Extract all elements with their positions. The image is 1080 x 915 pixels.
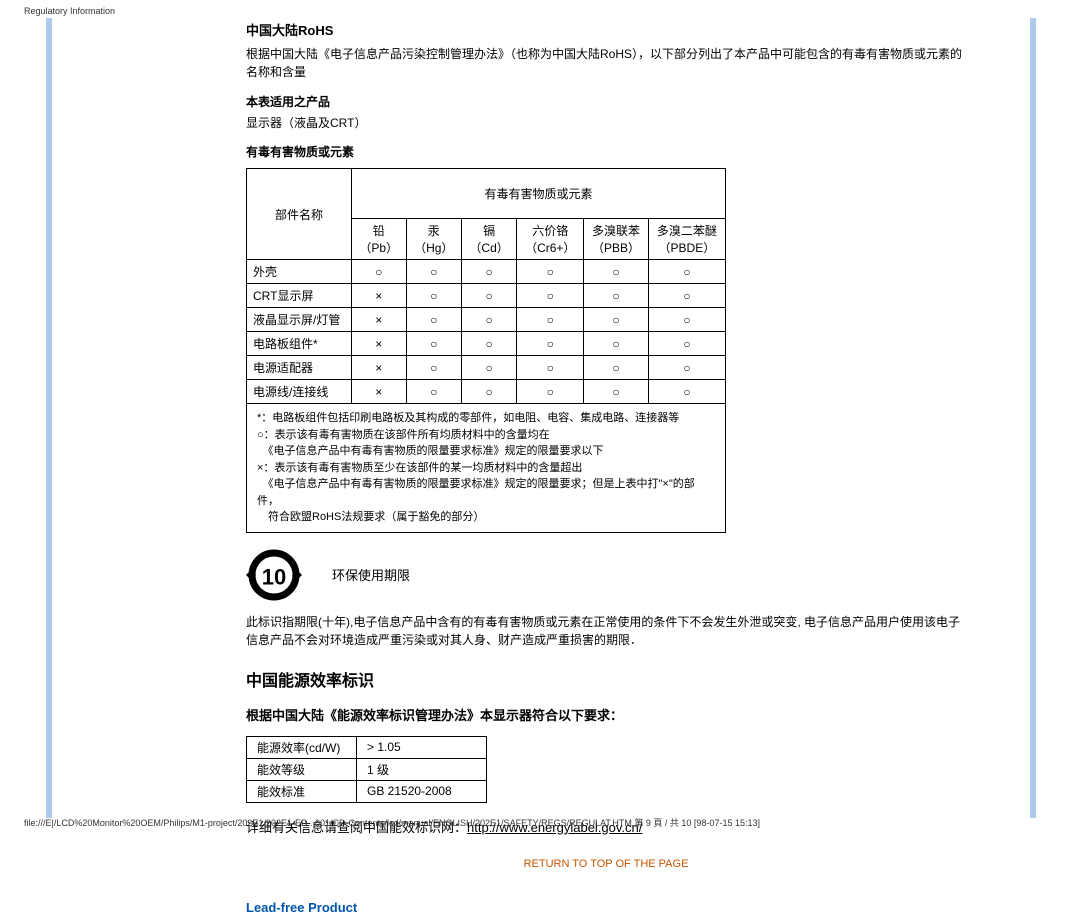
eco-section: 10 环保使用期限 xyxy=(246,547,966,603)
table-cell: ○ xyxy=(648,380,725,404)
table-cell: × xyxy=(351,356,406,380)
table-part-name: 电源适配器 xyxy=(247,356,352,380)
table-part-name: 液晶显示屏/灯管 xyxy=(247,308,352,332)
eco-label: 环保使用期限 xyxy=(332,565,410,584)
return-to-top-link[interactable]: RETURN TO TOP OF THE PAGE xyxy=(524,858,689,870)
table-cell: ○ xyxy=(517,356,584,380)
energy-subtitle: 根据中国大陆《能源效率标识管理办法》本显示器符合以下要求： xyxy=(246,705,966,724)
energy-value-cell: > 1.05 xyxy=(357,736,487,758)
rohs-intro: 根据中国大陆《电子信息产品污染控制管理办法》（也称为中国大陆RoHS），以下部分… xyxy=(246,45,966,81)
table-cell: ○ xyxy=(517,332,584,356)
table-cell: × xyxy=(351,332,406,356)
table-cell: ○ xyxy=(406,380,461,404)
footer-path: file:///E|/LCD%20Monitor%20OEM/Philips/M… xyxy=(24,816,760,829)
leadfree-heading: Lead-free Product xyxy=(246,900,966,915)
eco-period-icon: 10 xyxy=(246,547,302,603)
table-cell: ○ xyxy=(461,260,516,284)
table-cell: ○ xyxy=(406,308,461,332)
table-cell: ○ xyxy=(517,308,584,332)
table-footnote: *：电路板组件包括印刷电路板及其构成的零部件，如电阻、电容、集成电路、连接器等○… xyxy=(247,404,726,533)
table-cell: ○ xyxy=(648,356,725,380)
table-row: 电源线/连接线×○○○○○ xyxy=(247,380,726,404)
table-cell: ○ xyxy=(584,356,649,380)
energy-label-cell: 能效等级 xyxy=(247,758,357,780)
table-row: 电源适配器×○○○○○ xyxy=(247,356,726,380)
applicable-heading: 本表适用之产品 xyxy=(246,93,966,110)
table-cell: ○ xyxy=(517,284,584,308)
energy-value-cell: 1 级 xyxy=(357,758,487,780)
table-cell: ○ xyxy=(461,284,516,308)
table-cell: ○ xyxy=(406,356,461,380)
table-row: 外壳○○○○○○ xyxy=(247,260,726,284)
left-accent-border xyxy=(46,18,52,818)
table-row: 液晶显示屏/灯管×○○○○○ xyxy=(247,308,726,332)
energy-table-row: 能效标准GB 21520-2008 xyxy=(247,780,487,802)
table-column-header: 六价铬（Cr6+） xyxy=(517,219,584,260)
table-part-name: 电路板组件* xyxy=(247,332,352,356)
table-cell: ○ xyxy=(461,380,516,404)
table-column-header: 多溴联苯（PBB） xyxy=(584,219,649,260)
table-cell: ○ xyxy=(517,380,584,404)
table-column-header: 汞（Hg） xyxy=(406,219,461,260)
svg-text:10: 10 xyxy=(262,564,286,589)
table-cell: ○ xyxy=(406,284,461,308)
table-column-header: 镉（Cd） xyxy=(461,219,516,260)
rohs-title: 中国大陆RoHS xyxy=(246,20,966,39)
table-cell: × xyxy=(351,380,406,404)
return-to-top-container: RETURN TO TOP OF THE PAGE xyxy=(246,856,966,870)
table-cell: ○ xyxy=(461,332,516,356)
table-cell: ○ xyxy=(517,260,584,284)
energy-table-row: 能效等级1 级 xyxy=(247,758,487,780)
table-cell: × xyxy=(351,308,406,332)
table-cell: ○ xyxy=(648,260,725,284)
table-cell: ○ xyxy=(406,332,461,356)
table-cell: ○ xyxy=(648,308,725,332)
table-cell: ○ xyxy=(584,332,649,356)
hazard-table: 部件名称 有毒有害物质或元素 铅（Pb）汞（Hg）镉（Cd）六价铬（Cr6+）多… xyxy=(246,168,726,533)
energy-table-row: 能源效率(cd/W)> 1.05 xyxy=(247,736,487,758)
right-accent-border xyxy=(1030,18,1036,818)
energy-value-cell: GB 21520-2008 xyxy=(357,780,487,802)
table-cell: ○ xyxy=(584,380,649,404)
table-part-header: 部件名称 xyxy=(247,169,352,260)
table-cell: × xyxy=(351,284,406,308)
table-row: CRT显示屏×○○○○○ xyxy=(247,284,726,308)
table-group-header: 有毒有害物质或元素 xyxy=(351,169,725,219)
table-part-name: 外壳 xyxy=(247,260,352,284)
table-cell: ○ xyxy=(461,308,516,332)
table-cell: ○ xyxy=(584,284,649,308)
table-cell: ○ xyxy=(351,260,406,284)
table-column-header: 铅（Pb） xyxy=(351,219,406,260)
table-cell: ○ xyxy=(584,260,649,284)
table-cell: ○ xyxy=(648,284,725,308)
energy-label-cell: 能源效率(cd/W) xyxy=(247,736,357,758)
table-cell: ○ xyxy=(461,356,516,380)
table-cell: ○ xyxy=(584,308,649,332)
page-header: Regulatory Information xyxy=(24,6,115,16)
energy-table: 能源效率(cd/W)> 1.05能效等级1 级能效标准GB 21520-2008 xyxy=(246,736,487,803)
main-content: 中国大陆RoHS 根据中国大陆《电子信息产品污染控制管理办法》（也称为中国大陆R… xyxy=(246,20,966,915)
energy-label-cell: 能效标准 xyxy=(247,780,357,802)
table-part-name: CRT显示屏 xyxy=(247,284,352,308)
table-part-name: 电源线/连接线 xyxy=(247,380,352,404)
table-cell: ○ xyxy=(648,332,725,356)
eco-paragraph: 此标识指期限(十年),电子信息产品中含有的有毒有害物质或元素在正常使用的条件下不… xyxy=(246,613,966,649)
table-row: 电路板组件*×○○○○○ xyxy=(247,332,726,356)
table-column-header: 多溴二苯醚（PBDE） xyxy=(648,219,725,260)
applicable-text: 显示器（液晶及CRT） xyxy=(246,114,966,131)
substances-heading: 有毒有害物质或元素 xyxy=(246,143,966,160)
energy-title: 中国能源效率标识 xyxy=(246,667,966,691)
table-cell: ○ xyxy=(406,260,461,284)
